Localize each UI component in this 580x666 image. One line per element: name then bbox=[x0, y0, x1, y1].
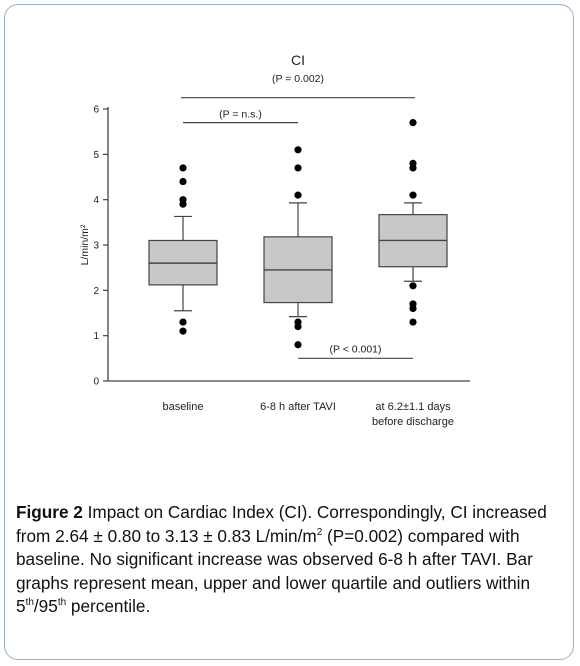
outlier-point bbox=[409, 318, 417, 326]
x-category-label: before discharge bbox=[372, 416, 454, 428]
comparison-label: (P < 0.001) bbox=[329, 343, 381, 355]
y-tick-label: 4 bbox=[93, 195, 99, 206]
outlier-point bbox=[409, 300, 417, 308]
y-tick-label: 0 bbox=[93, 377, 99, 388]
outlier-point bbox=[294, 191, 302, 199]
outlier-point bbox=[179, 318, 187, 326]
x-category-label: baseline bbox=[163, 401, 204, 413]
box-plot-chart: CI (P = 0.002) 0 1 2 3 4 5 6 L/min/m² baseline 6-8 … bbox=[79, 52, 470, 428]
chart-title: CI bbox=[291, 52, 305, 68]
comparison-label: (P = n.s.) bbox=[219, 109, 262, 121]
y-tick-label: 3 bbox=[93, 241, 99, 252]
outlier-point bbox=[409, 282, 417, 290]
caption-label: Figure 2 bbox=[16, 502, 83, 522]
chart-subtitle: (P = 0.002) bbox=[272, 73, 324, 85]
figure-frame bbox=[4, 4, 574, 660]
y-axis-label: L/min/m² bbox=[79, 224, 91, 265]
figure-caption: Figure 2 Impact on Cardiac Index (CI). C… bbox=[16, 501, 568, 619]
outlier-point bbox=[294, 341, 302, 349]
outlier-point bbox=[294, 146, 302, 154]
outlier-point bbox=[179, 327, 187, 335]
outlier-point bbox=[179, 177, 187, 186]
caption-text-2: (P=0.002) compared with baseline. No sig… bbox=[16, 525, 533, 617]
caption-text-4: percentile. bbox=[66, 596, 151, 616]
y-tick-label: 2 bbox=[93, 286, 99, 297]
x-category-label: 6-8 h after TAVI bbox=[260, 401, 336, 413]
outlier-point bbox=[179, 164, 187, 172]
y-tick-label: 6 bbox=[93, 105, 99, 116]
y-tick-label: 5 bbox=[93, 150, 99, 161]
outlier-point bbox=[179, 196, 187, 204]
y-tick-label: 1 bbox=[93, 331, 99, 342]
caption-sup-2: th bbox=[25, 597, 34, 608]
outlier-point bbox=[409, 159, 417, 167]
caption-text-3: /95 bbox=[33, 596, 58, 616]
outlier-point bbox=[409, 191, 417, 199]
outlier-point bbox=[294, 164, 302, 172]
caption-sup-1: 2 bbox=[316, 526, 323, 538]
outlier-point bbox=[294, 318, 302, 326]
caption-text-1: Impact on Cardiac Index (CI). Correspond… bbox=[16, 502, 547, 546]
caption-sup-3: th bbox=[57, 597, 67, 608]
x-category-label: at 6.2±1.1 days bbox=[375, 401, 451, 413]
outlier-point bbox=[409, 119, 417, 127]
